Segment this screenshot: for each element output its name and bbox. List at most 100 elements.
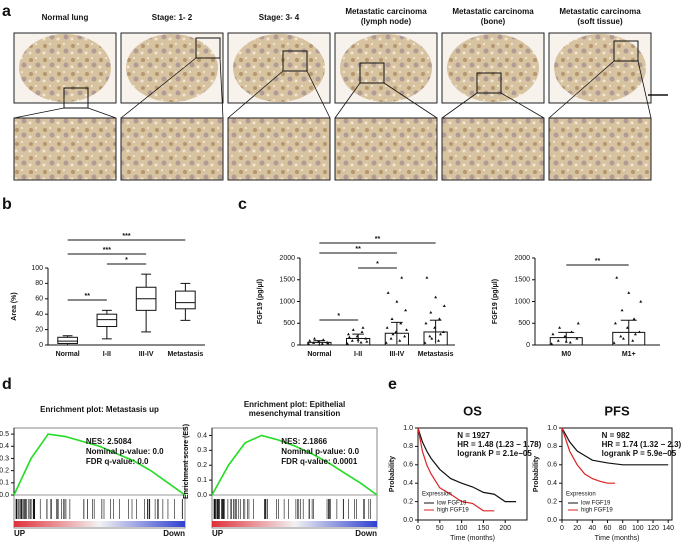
data-point bbox=[320, 342, 324, 345]
y-tick-label: 40 bbox=[35, 311, 43, 318]
x-tick-label: Metastasis bbox=[418, 351, 454, 358]
data-point bbox=[551, 332, 555, 336]
box bbox=[96, 313, 118, 328]
data-point bbox=[563, 334, 567, 338]
zoom-box bbox=[63, 87, 89, 109]
y-tick-label: 0.0 bbox=[403, 517, 413, 524]
zoom-box bbox=[476, 72, 502, 94]
x-tick-label: M0 bbox=[561, 351, 571, 358]
data-point bbox=[568, 340, 572, 344]
data-point bbox=[627, 291, 631, 294]
end-label: UP bbox=[14, 529, 26, 538]
data-point bbox=[631, 339, 635, 342]
y-tick-label: 1500 bbox=[514, 277, 530, 284]
y-tick-label: 0.1 bbox=[0, 480, 9, 487]
data-point bbox=[313, 336, 317, 340]
column-label: (bone) bbox=[481, 17, 506, 26]
x-tick-label: Normal bbox=[56, 351, 80, 358]
zoom-box bbox=[282, 50, 308, 72]
y-tick-label: 2000 bbox=[279, 255, 295, 262]
stat-annotation: NES: 2.5084 bbox=[86, 437, 132, 446]
data-point bbox=[423, 341, 427, 344]
y-axis-label: Enrichment score (ES) bbox=[183, 424, 190, 499]
zoom-line bbox=[87, 107, 117, 119]
y-tick-label: 0.4 bbox=[0, 443, 9, 450]
data-point bbox=[385, 326, 389, 329]
data-point bbox=[350, 339, 354, 342]
y-tick-label: 0 bbox=[291, 342, 295, 349]
data-point bbox=[351, 328, 355, 331]
x-tick-label: Metastasis bbox=[167, 351, 203, 358]
data-point bbox=[364, 336, 368, 340]
x-axis-label: Time (months) bbox=[595, 535, 640, 542]
data-point bbox=[346, 332, 350, 336]
zoom-line bbox=[306, 70, 331, 119]
y-tick-label: 0.2 bbox=[403, 498, 413, 505]
y-tick-label: 1.0 bbox=[547, 425, 557, 432]
significance-label: * bbox=[376, 261, 379, 268]
data-point bbox=[639, 300, 643, 303]
end-label: Down bbox=[163, 529, 185, 538]
tissue-core bbox=[19, 34, 111, 102]
data-point bbox=[633, 332, 637, 336]
significance-label: ** bbox=[85, 293, 91, 300]
tissue-core bbox=[554, 34, 646, 102]
y-tick-label: 2000 bbox=[514, 255, 530, 262]
plot-title: mesenchymal transition bbox=[249, 409, 341, 418]
x-tick-label: 20 bbox=[573, 525, 581, 532]
plot-title: Enrichment plot: Epithelial bbox=[244, 400, 345, 409]
y-axis-label: Probability bbox=[389, 456, 396, 492]
y-tick-label: 1.0 bbox=[403, 425, 413, 432]
es-curve bbox=[211, 434, 378, 496]
y-tick-label: 0.6 bbox=[403, 462, 413, 469]
data-point bbox=[312, 341, 316, 344]
data-point bbox=[384, 341, 388, 344]
data-point bbox=[437, 339, 441, 342]
data-point bbox=[391, 332, 395, 336]
data-point bbox=[360, 330, 364, 334]
x-tick-label: 60 bbox=[604, 525, 612, 532]
box bbox=[57, 336, 78, 344]
y-tick-label: 500 bbox=[283, 320, 295, 327]
significance-label: ** bbox=[355, 246, 361, 253]
y-tick-label: 0.1 bbox=[197, 477, 207, 484]
data-point bbox=[632, 317, 636, 320]
y-tick-label: 0.8 bbox=[547, 443, 557, 450]
stat-annotation: HR = 1.74 (1.32 − 2.3) bbox=[602, 440, 682, 449]
data-point bbox=[404, 308, 408, 312]
y-tick-label: 0.6 bbox=[547, 462, 557, 469]
data-point bbox=[386, 291, 390, 294]
data-point bbox=[399, 321, 403, 325]
legend-label: low FGF19 bbox=[581, 501, 611, 507]
zoom-box bbox=[195, 37, 221, 59]
legend-label: high FGF19 bbox=[437, 508, 469, 514]
y-tick-label: 0.3 bbox=[197, 447, 207, 454]
tissue-zoom bbox=[548, 117, 652, 181]
column-label: (lymph node) bbox=[361, 17, 412, 26]
data-point bbox=[556, 339, 560, 342]
box bbox=[175, 290, 196, 310]
stat-annotation: N = 1927 bbox=[457, 431, 490, 440]
data-point bbox=[620, 308, 624, 312]
y-tick-label: 0.4 bbox=[403, 480, 413, 487]
legend-title: Expression bbox=[566, 492, 596, 498]
tissue-zoom bbox=[441, 117, 545, 181]
y-axis-label: Area (%) bbox=[11, 292, 18, 320]
data-point bbox=[558, 326, 562, 329]
es-curve bbox=[13, 433, 186, 496]
significance-label: ** bbox=[595, 258, 601, 265]
y-axis-label: FGF19 (pg/μl) bbox=[257, 279, 264, 324]
column-label: Metastatic carcinoma bbox=[345, 7, 427, 16]
x-tick-label: 150 bbox=[478, 525, 490, 532]
plot-title: PFS bbox=[604, 403, 630, 418]
y-tick-label: 0.5 bbox=[0, 431, 9, 438]
stat-annotation: FDR q-value: 0.0 bbox=[86, 457, 149, 466]
data-point bbox=[429, 310, 433, 314]
data-point bbox=[615, 276, 619, 279]
y-tick-label: 500 bbox=[518, 320, 530, 327]
zoom-line bbox=[13, 107, 65, 119]
stat-annotation: logrank P = 2.1e−05 bbox=[457, 449, 532, 458]
y-axis-label: Probability bbox=[533, 456, 540, 492]
stat-annotation: NES: 2.1866 bbox=[281, 437, 327, 446]
tissue-zoom bbox=[120, 117, 224, 181]
